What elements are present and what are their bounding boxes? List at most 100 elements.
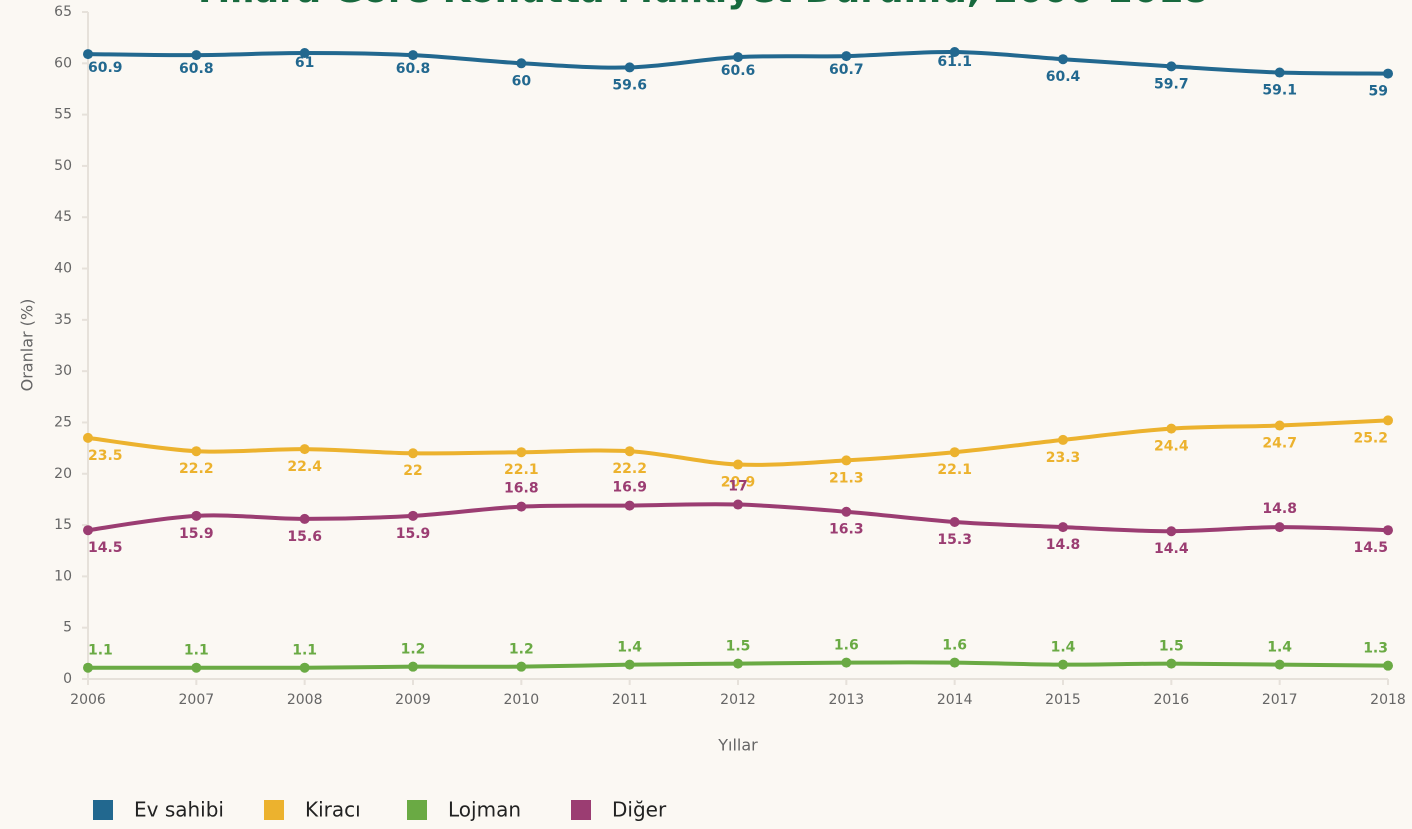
data-label: 60.8 [179, 61, 214, 77]
data-label: 1.5 [726, 639, 751, 655]
data-label: 23.3 [1046, 450, 1081, 466]
data-point [1166, 61, 1177, 72]
data-point [408, 50, 418, 61]
data-label: 16.3 [829, 522, 864, 538]
y-tick-label: 20 [54, 466, 72, 482]
y-tick-label: 30 [54, 363, 72, 379]
data-point [1383, 415, 1393, 426]
data-label: 15.3 [937, 532, 972, 548]
legend-label: Diğer [612, 798, 667, 822]
y-axis-label: Oranlar (%) [18, 299, 37, 392]
data-point [191, 510, 202, 521]
data-label: 59.1 [1262, 83, 1297, 99]
data-point [624, 659, 635, 670]
data-label: 1.6 [834, 638, 859, 654]
x-tick-label: 2007 [179, 692, 215, 708]
data-point [516, 58, 527, 69]
data-label: 1.3 [1363, 641, 1388, 657]
data-label: 24.4 [1154, 439, 1189, 455]
data-point [516, 501, 527, 512]
data-point [408, 661, 418, 672]
x-tick-label: 2006 [70, 692, 106, 708]
x-tick-label: 2010 [504, 692, 540, 708]
data-label: 15.9 [396, 526, 431, 542]
x-tick-label: 2016 [1154, 692, 1190, 708]
data-point [191, 662, 202, 673]
data-point [83, 432, 93, 443]
data-point [516, 447, 527, 458]
data-label: 1.2 [509, 642, 534, 658]
data-label: 14.8 [1046, 537, 1081, 553]
data-point [624, 500, 635, 511]
chart-title: Yıllara Göre Konutta Mülkiyet Durumu, 20… [191, 0, 1209, 11]
data-label: 17 [728, 479, 747, 495]
y-tick-label: 65 [54, 4, 72, 20]
data-label: 22.1 [504, 462, 539, 478]
x-tick-label: 2018 [1370, 692, 1406, 708]
data-point [1166, 526, 1177, 537]
data-label: 1.2 [401, 642, 426, 658]
data-label: 22 [403, 463, 422, 479]
data-point [408, 448, 418, 459]
data-label: 14.5 [1353, 540, 1388, 556]
legend-label: Kiracı [305, 798, 361, 822]
legend-label: Lojman [448, 798, 521, 822]
data-point [516, 661, 527, 672]
x-tick-label: 2012 [720, 692, 756, 708]
data-label: 60.7 [829, 62, 864, 78]
data-point [949, 516, 960, 527]
y-tick-label: 5 [63, 620, 72, 636]
data-label: 22.2 [179, 461, 214, 477]
data-point [83, 525, 93, 536]
data-point [1058, 659, 1068, 670]
data-label: 25.2 [1353, 430, 1388, 446]
data-label: 61.1 [937, 54, 972, 70]
data-label: 60 [512, 73, 532, 89]
data-point [733, 499, 743, 510]
legend-swatch [264, 800, 284, 820]
data-label: 1.4 [617, 640, 642, 656]
data-point [83, 49, 93, 60]
data-label: 21.3 [829, 470, 864, 486]
data-label: 23.5 [88, 448, 123, 464]
data-point [841, 455, 852, 466]
data-label: 14.8 [1262, 501, 1297, 517]
x-tick-label: 2014 [937, 692, 973, 708]
data-point [1274, 420, 1285, 431]
data-point [299, 513, 310, 524]
data-point [949, 447, 960, 458]
data-point [1058, 434, 1068, 445]
data-point [1383, 68, 1393, 79]
y-tick-label: 55 [54, 107, 72, 123]
x-tick-label: 2015 [1045, 692, 1081, 708]
data-point [1166, 658, 1177, 669]
data-point [841, 506, 852, 517]
data-label: 24.7 [1262, 436, 1297, 452]
data-point [83, 662, 93, 673]
data-label: 14.5 [88, 540, 123, 556]
data-label: 15.6 [287, 529, 322, 545]
data-label: 15.9 [179, 526, 214, 542]
data-point [1274, 659, 1285, 670]
data-point [299, 48, 310, 59]
x-tick-label: 2008 [287, 692, 323, 708]
legend-swatch [571, 800, 591, 820]
data-label: 59.7 [1154, 76, 1189, 92]
data-point [1058, 522, 1068, 533]
legend-swatch [407, 800, 427, 820]
data-point [1383, 525, 1393, 536]
data-point [1058, 54, 1068, 65]
data-label: 1.4 [1267, 640, 1292, 656]
x-axis-label: Yıllar [717, 736, 758, 755]
y-tick-label: 25 [54, 414, 72, 430]
data-label: 59 [1369, 84, 1388, 100]
data-label: 61 [295, 55, 314, 71]
data-point [624, 446, 635, 457]
data-point [191, 50, 202, 61]
data-label: 1.1 [184, 643, 209, 659]
data-label: 1.4 [1051, 640, 1076, 656]
data-label: 14.4 [1154, 541, 1189, 557]
data-point [949, 657, 960, 668]
